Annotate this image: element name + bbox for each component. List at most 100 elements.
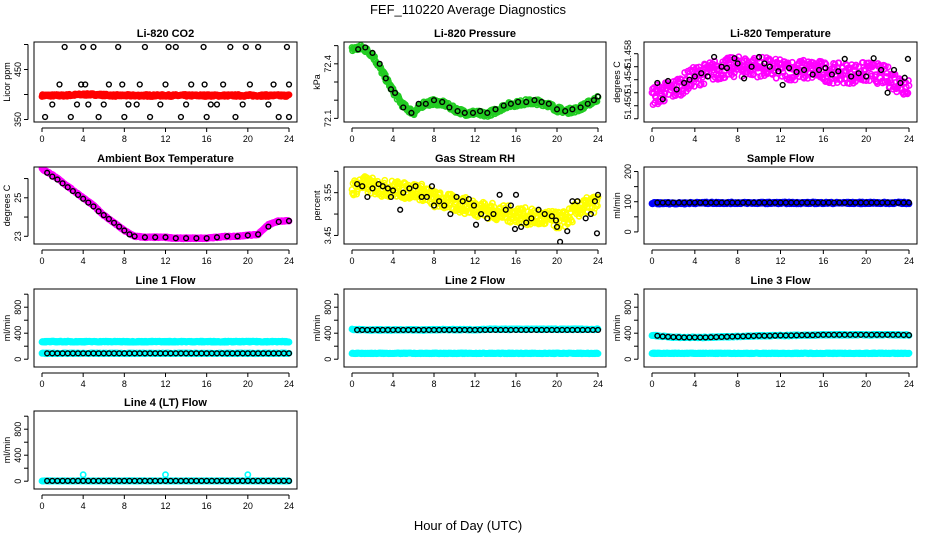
black-point bbox=[590, 97, 598, 104]
black-point bbox=[863, 73, 870, 80]
black-point bbox=[436, 198, 443, 205]
x-tick-label: 20 bbox=[552, 134, 562, 144]
panel-title: Li-820 Pressure bbox=[434, 28, 516, 40]
x-tick-label: 24 bbox=[593, 134, 603, 144]
black-point bbox=[59, 180, 66, 187]
black-point bbox=[177, 113, 185, 121]
black-point bbox=[265, 223, 272, 230]
series-0-point bbox=[754, 73, 761, 81]
x-tick-label: 4 bbox=[390, 256, 395, 266]
black-point bbox=[400, 104, 407, 111]
black-point bbox=[90, 43, 97, 51]
black-point bbox=[562, 107, 569, 115]
x-tick-label: 0 bbox=[649, 134, 654, 144]
figure-title: FEF_110220 Average Diagnostics bbox=[369, 2, 567, 17]
data-points bbox=[348, 325, 602, 358]
black-point bbox=[809, 71, 816, 78]
black-point bbox=[538, 98, 545, 106]
series-0-point bbox=[778, 72, 786, 80]
plot-frame bbox=[343, 41, 607, 123]
y-axis-label: ml/min bbox=[612, 192, 622, 219]
series-0-point bbox=[285, 338, 293, 346]
black-point bbox=[748, 63, 755, 70]
series-0-point bbox=[697, 80, 705, 88]
series-0-point bbox=[419, 197, 427, 205]
black-point bbox=[387, 193, 395, 201]
x-tick-label: 20 bbox=[243, 379, 253, 389]
black-point bbox=[74, 191, 82, 199]
black-point bbox=[718, 63, 725, 70]
black-point bbox=[80, 195, 87, 202]
black-point bbox=[523, 98, 530, 106]
x-tick-label: 4 bbox=[81, 134, 86, 144]
x-tick-label: 8 bbox=[735, 256, 740, 266]
black-point bbox=[188, 81, 195, 88]
x-tick-label: 0 bbox=[39, 134, 44, 144]
series-0-point bbox=[829, 79, 837, 87]
black-point bbox=[95, 113, 102, 121]
black-point bbox=[246, 81, 253, 88]
black-point bbox=[441, 202, 448, 209]
x-tick-label: 24 bbox=[284, 379, 294, 389]
black-point bbox=[115, 43, 122, 51]
black-point bbox=[582, 215, 589, 222]
black-point bbox=[553, 223, 561, 230]
black-point bbox=[535, 206, 542, 213]
black-point bbox=[577, 104, 584, 111]
series-0-point bbox=[568, 218, 576, 226]
black-point bbox=[172, 43, 179, 51]
black-point bbox=[44, 169, 51, 176]
x-tick-label: 20 bbox=[243, 256, 253, 266]
black-point bbox=[594, 191, 602, 198]
black-point bbox=[897, 79, 904, 87]
black-point bbox=[548, 213, 555, 220]
series-0-point bbox=[905, 82, 913, 90]
black-point bbox=[265, 101, 272, 108]
black-point bbox=[275, 218, 282, 225]
y-tick-label: 3.45 bbox=[323, 227, 333, 245]
y-tick-label: 200 bbox=[623, 164, 633, 179]
black-point bbox=[121, 227, 128, 234]
black-point bbox=[100, 101, 107, 108]
y-tick-label: 100 bbox=[623, 194, 633, 209]
series-0-point bbox=[381, 176, 389, 184]
black-point bbox=[552, 217, 560, 224]
black-point bbox=[766, 63, 773, 70]
black-point bbox=[594, 93, 602, 100]
black-point bbox=[412, 183, 419, 190]
black-point bbox=[387, 86, 395, 93]
y-tick-label: 0 bbox=[13, 357, 23, 362]
y-axis-label: Licor ppm bbox=[2, 62, 12, 102]
black-point bbox=[901, 74, 908, 81]
black-point bbox=[255, 43, 262, 51]
black-point bbox=[587, 210, 594, 218]
black-point bbox=[369, 49, 376, 57]
plot-frame bbox=[33, 288, 298, 368]
black-point bbox=[484, 215, 491, 222]
x-tick-label: 12 bbox=[470, 134, 480, 144]
plot-frame bbox=[33, 166, 298, 245]
panel-title: Ambient Box Temperature bbox=[97, 153, 234, 165]
black-point bbox=[723, 64, 731, 72]
series-0-point bbox=[714, 62, 722, 70]
y-axis-label: degrees C bbox=[2, 184, 12, 226]
black-point bbox=[855, 70, 862, 77]
black-point bbox=[116, 223, 123, 230]
data-points bbox=[348, 173, 602, 244]
plot-frame bbox=[643, 41, 918, 123]
black-point bbox=[157, 101, 164, 108]
y-axis-label: degrees C bbox=[612, 61, 622, 103]
black-point bbox=[492, 106, 499, 113]
black-point bbox=[376, 60, 383, 67]
x-tick-label: 20 bbox=[552, 256, 562, 266]
x-tick-label: 16 bbox=[818, 256, 828, 266]
black-point bbox=[512, 191, 520, 198]
x-tick-label: 8 bbox=[431, 134, 436, 144]
y-axis-label: kPa bbox=[312, 74, 322, 90]
black-point bbox=[285, 350, 293, 357]
black-point bbox=[400, 189, 407, 196]
